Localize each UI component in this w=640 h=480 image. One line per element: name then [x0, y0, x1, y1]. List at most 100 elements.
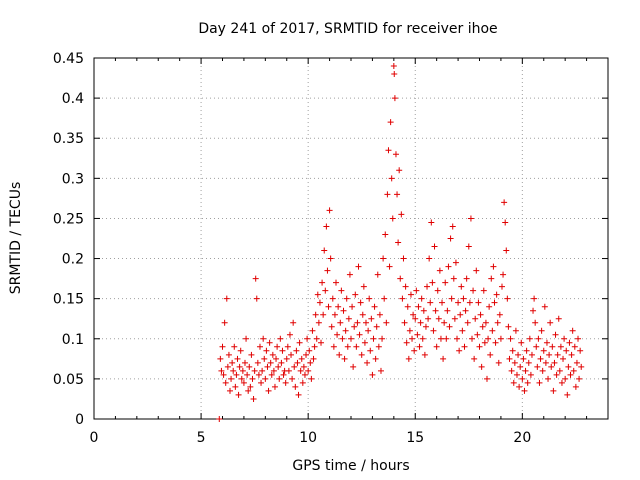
data-point — [395, 239, 402, 246]
x-axis-label: GPS time / hours — [292, 458, 409, 474]
data-point — [436, 267, 443, 274]
data-point — [434, 287, 441, 294]
data-point — [422, 323, 429, 330]
data-point — [528, 351, 535, 358]
data-point — [517, 363, 524, 370]
data-point — [486, 303, 493, 310]
data-point — [356, 331, 363, 338]
data-point — [519, 375, 526, 382]
data-point — [394, 191, 401, 198]
data-point — [338, 287, 345, 294]
data-point — [530, 307, 537, 314]
data-point — [501, 199, 508, 206]
data-point — [288, 351, 295, 358]
data-point — [293, 347, 300, 354]
data-point — [355, 263, 362, 270]
data-point — [275, 363, 282, 370]
data-point — [402, 283, 409, 290]
data-point — [377, 367, 384, 374]
data-point — [357, 299, 364, 306]
data-point — [225, 351, 232, 358]
data-point — [340, 307, 347, 314]
data-point — [511, 359, 518, 366]
data-point — [495, 359, 502, 366]
data-point — [285, 367, 292, 374]
data-point — [531, 295, 538, 302]
data-point — [229, 359, 236, 366]
data-point — [245, 387, 252, 394]
data-point — [410, 311, 417, 318]
data-point — [277, 335, 284, 342]
data-point — [458, 283, 465, 290]
data-point — [331, 311, 338, 318]
data-point — [494, 319, 501, 326]
data-point — [230, 367, 237, 374]
data-point — [289, 375, 296, 382]
data-point — [241, 359, 248, 366]
data-point — [266, 339, 273, 346]
data-point — [296, 339, 303, 346]
data-point — [247, 383, 254, 390]
data-point — [400, 255, 407, 262]
data-point — [504, 295, 511, 302]
data-point — [417, 319, 424, 326]
y-tick-label: 0.05 — [53, 372, 84, 388]
data-point — [367, 347, 374, 354]
data-point — [218, 367, 225, 374]
data-point — [250, 395, 257, 402]
data-point — [567, 371, 574, 378]
data-point — [413, 287, 420, 294]
data-point — [546, 351, 553, 358]
data-point — [220, 371, 227, 378]
data-point — [527, 371, 534, 378]
data-point — [316, 299, 323, 306]
data-point — [280, 371, 287, 378]
data-point — [382, 231, 389, 238]
data-point — [297, 367, 304, 374]
data-point — [263, 347, 270, 354]
data-point — [409, 335, 416, 342]
data-point — [432, 307, 439, 314]
data-point — [299, 379, 306, 386]
data-point — [426, 255, 433, 262]
data-point — [516, 383, 523, 390]
axis-ticks: 0 0.05 0.1 0.15 0.2 0.25 0.3 0.35 0.4 0.45 0 5 10 15 2… — [53, 51, 608, 446]
data-point — [344, 343, 351, 350]
data-point — [513, 371, 520, 378]
data-point — [350, 363, 357, 370]
data-point — [490, 263, 497, 270]
data-point — [341, 355, 348, 362]
data-point — [518, 339, 525, 346]
data-point — [352, 291, 359, 298]
y-tick-label: 0.3 — [62, 171, 84, 187]
data-point — [522, 367, 529, 374]
data-point — [391, 95, 398, 102]
data-point — [561, 335, 568, 342]
data-point — [268, 371, 275, 378]
data-point — [505, 323, 512, 330]
data-point — [244, 371, 251, 378]
data-point — [389, 215, 396, 222]
data-point — [385, 147, 392, 154]
data-point — [547, 319, 554, 326]
data-point — [503, 247, 510, 254]
data-point — [540, 347, 547, 354]
data-point — [425, 315, 432, 322]
data-point — [383, 319, 390, 326]
data-point — [542, 359, 549, 366]
data-point — [562, 375, 569, 382]
data-point — [525, 359, 532, 366]
data-point — [252, 275, 259, 282]
data-point — [424, 283, 431, 290]
data-point — [381, 295, 388, 302]
data-point — [541, 303, 548, 310]
data-point — [496, 311, 503, 318]
data-point — [319, 279, 326, 286]
data-point — [328, 323, 335, 330]
data-point — [472, 315, 479, 322]
data-point — [348, 335, 354, 342]
data-point — [264, 363, 271, 370]
data-point — [226, 387, 233, 394]
data-point — [314, 291, 321, 298]
data-point — [323, 223, 330, 230]
